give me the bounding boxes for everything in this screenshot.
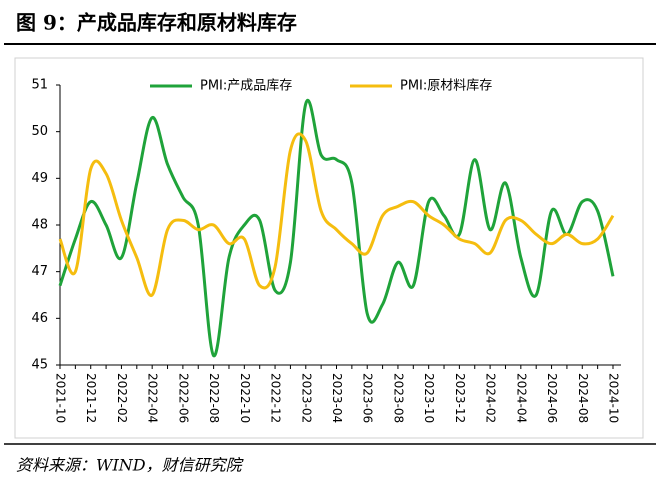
- x-tick-label: 2021-10: [54, 373, 68, 423]
- x-tick-label: 2023-02: [299, 373, 313, 423]
- source: 资料来源：WIND，财信研究院: [16, 456, 245, 475]
- x-tick-label: 2021-12: [84, 373, 98, 423]
- x-tick-label: 2022-12: [269, 373, 283, 423]
- x-tick-label: 2022-02: [115, 373, 129, 423]
- chart-title: 图 9：产成品库存和原材料库存: [16, 11, 297, 35]
- x-tick-label: 2022-04: [146, 373, 160, 423]
- y-tick-label: 45: [31, 358, 48, 373]
- y-tick-label: 49: [31, 171, 48, 186]
- x-tick-label: 2024-06: [545, 373, 559, 423]
- x-tick-label: 2023-06: [361, 373, 375, 423]
- x-tick-label: 2023-04: [330, 373, 344, 423]
- line-series: [58, 99, 615, 358]
- y-tick-label: 48: [31, 218, 48, 233]
- x-tick-label: 2022-06: [176, 373, 190, 423]
- legend-label: PMI:原材料库存: [400, 78, 492, 94]
- legend-label: PMI:产成品库存: [200, 78, 292, 94]
- x-tick-label: 2022-10: [238, 373, 252, 423]
- x-tick-label: 2024-04: [514, 373, 528, 423]
- x-tick-label: 2024-02: [484, 373, 498, 423]
- line-series: [58, 132, 615, 297]
- x-tick-label: 2024-10: [607, 373, 621, 423]
- x-tick-label: 2022-08: [207, 373, 221, 423]
- x-tick-label: 2023-08: [391, 373, 405, 423]
- x-tick-label: 2023-12: [453, 373, 467, 423]
- plot-frame: [14, 57, 644, 439]
- y-tick-label: 51: [31, 78, 48, 93]
- x-tick-label: 2023-10: [422, 373, 436, 423]
- y-tick-label: 50: [31, 124, 48, 139]
- y-tick-label: 46: [31, 311, 48, 326]
- y-tick-label: 47: [31, 264, 48, 279]
- x-tick-label: 2024-08: [576, 373, 590, 423]
